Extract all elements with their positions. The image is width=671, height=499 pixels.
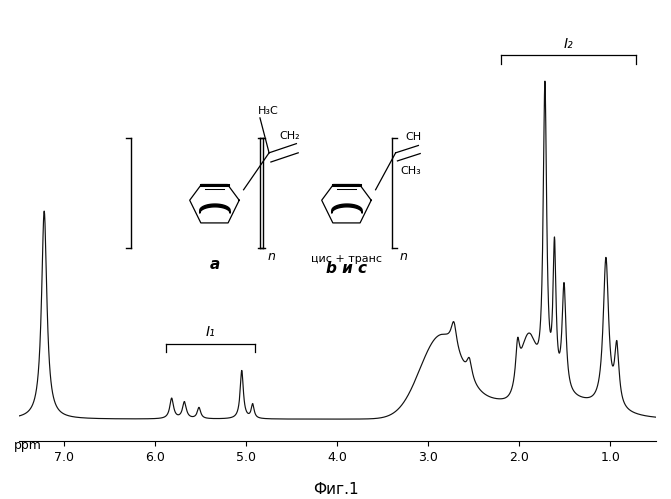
- Text: Фиг.1: Фиг.1: [313, 482, 358, 497]
- Text: ppm: ppm: [14, 440, 42, 453]
- Text: цис + транс: цис + транс: [311, 254, 382, 264]
- Text: a: a: [209, 256, 219, 271]
- Text: n: n: [399, 250, 407, 263]
- Text: CH: CH: [405, 132, 421, 142]
- Text: I₁: I₁: [206, 325, 215, 339]
- Text: b и c: b и c: [326, 261, 367, 276]
- Text: n: n: [267, 250, 275, 263]
- Text: CH₃: CH₃: [401, 166, 421, 176]
- Text: H₃C: H₃C: [258, 106, 279, 116]
- Text: CH₂: CH₂: [279, 131, 300, 141]
- Text: I₂: I₂: [564, 36, 574, 51]
